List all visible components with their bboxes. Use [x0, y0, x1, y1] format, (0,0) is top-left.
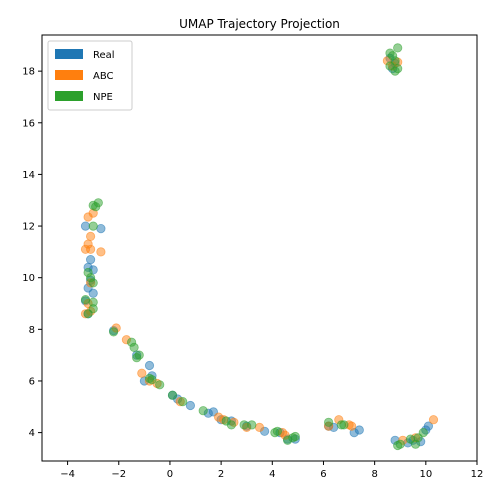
point-npe-24 [239, 420, 249, 430]
x-tick-label: 2 [218, 469, 224, 480]
series-real [80, 53, 433, 448]
axes: −4 −2 0 2 4 6 8 10 12 4 6 8 10 12 14 16 18 [22, 34, 484, 480]
point-abc-21 [254, 422, 265, 432]
point-npe-46 [390, 56, 400, 66]
point-npe-31 [323, 417, 334, 427]
x-tick-label: 4 [269, 469, 275, 480]
point-real-6 [88, 288, 98, 298]
point-npe-39 [418, 427, 428, 438]
x-tick-label: −2 [111, 469, 126, 480]
legend-label-real: Real [93, 50, 115, 61]
series-abc [80, 56, 439, 445]
point-npe-45 [393, 64, 403, 74]
y-tick-label: 14 [22, 170, 35, 181]
point-abc-6 [96, 247, 106, 257]
point-npe-11 [109, 327, 119, 337]
point-real-1 [96, 224, 106, 234]
point-real-12 [144, 360, 155, 371]
legend-label-abc: ABC [93, 71, 114, 82]
point-abc-2 [86, 231, 96, 241]
point-npe-41 [393, 43, 403, 53]
legend-swatch-npe [55, 91, 83, 101]
point-real-36 [423, 421, 433, 431]
x-tick-label: 8 [371, 469, 377, 480]
point-npe-10 [83, 309, 93, 319]
legend-swatch-real [55, 49, 83, 59]
point-npe-27 [272, 426, 282, 436]
point-npe-7 [80, 294, 91, 305]
point-npe-19 [167, 390, 178, 400]
x-tick-label: 6 [320, 469, 326, 480]
point-npe-21 [198, 406, 208, 416]
series-npe [80, 43, 428, 451]
point-real-2 [86, 255, 96, 265]
y-tick-label: 10 [22, 273, 35, 284]
legend-label-npe: NPE [93, 92, 113, 103]
point-npe-2 [93, 198, 103, 208]
point-abc-5 [80, 244, 91, 254]
x-tick-label: −4 [60, 469, 75, 480]
point-npe-13 [129, 342, 139, 352]
y-tick-label: 12 [22, 222, 35, 233]
point-npe-30 [290, 431, 300, 442]
point-npe-33 [339, 420, 349, 430]
y-tick-label: 18 [22, 67, 35, 78]
point-npe-35 [395, 439, 405, 449]
x-tick-label: 0 [167, 469, 173, 480]
point-npe-18 [155, 380, 165, 390]
legend: Real ABC NPE [47, 40, 133, 111]
y-tick-label: 8 [29, 325, 35, 336]
axes-frame [41, 34, 478, 462]
point-abc-27 [346, 421, 357, 431]
point-abc-13 [137, 368, 147, 378]
chart-title: UMAP Trajectory Projection [179, 17, 340, 31]
x-tick-label: 10 [419, 469, 432, 480]
x-tick-label: 12 [471, 469, 484, 480]
y-tick-label: 16 [22, 118, 35, 129]
legend-swatch-abc [55, 70, 83, 80]
point-real-0 [80, 221, 91, 231]
point-real-30 [354, 425, 364, 435]
plot-area [80, 43, 439, 451]
point-npe-3 [88, 221, 98, 231]
point-npe-20 [178, 396, 188, 407]
point-real-17 [185, 400, 195, 411]
point-npe-15 [132, 353, 142, 363]
point-npe-23 [226, 420, 236, 430]
point-npe-6 [88, 278, 98, 288]
point-npe-17 [147, 375, 157, 385]
y-tick-label: 6 [29, 376, 35, 387]
point-npe-25 [247, 420, 257, 430]
point-abc-30 [428, 415, 439, 425]
y-tick-label: 4 [29, 428, 35, 439]
